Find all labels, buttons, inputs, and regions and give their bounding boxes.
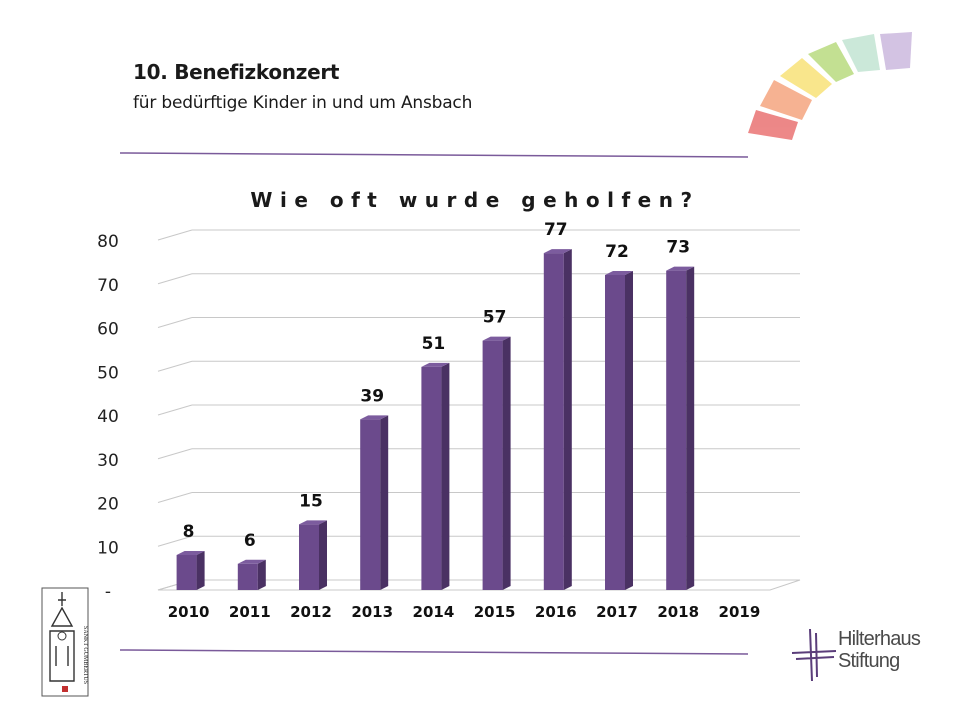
gridline-depth <box>157 448 193 460</box>
bar <box>543 253 564 590</box>
x-tick-label: 2019 <box>719 603 761 621</box>
bar-side <box>257 559 266 590</box>
data-label: 15 <box>299 491 323 511</box>
bar-top <box>482 336 511 341</box>
x-tick-label: 2017 <box>596 603 638 621</box>
gridline-depth <box>157 360 193 372</box>
logo-line-1: Hilterhaus <box>838 628 921 650</box>
data-label: 57 <box>483 308 507 328</box>
y-tick-label: 40 <box>97 407 119 427</box>
bar-side <box>686 266 695 590</box>
x-tick-label: 2011 <box>229 603 271 621</box>
bar <box>360 419 381 590</box>
bar-top <box>360 415 389 420</box>
data-label: 72 <box>605 242 629 262</box>
y-tick-label: - <box>105 582 111 602</box>
y-tick-label: 50 <box>97 363 119 383</box>
rainbow-decoration <box>748 32 912 140</box>
bar-side <box>563 249 572 590</box>
data-label: 77 <box>544 220 568 240</box>
gridline-depth <box>157 229 193 241</box>
data-label: 8 <box>183 522 195 542</box>
y-tick-label: 70 <box>97 276 119 296</box>
y-tick-label: 20 <box>97 495 119 515</box>
x-tick-label: 2013 <box>351 603 393 621</box>
bar-top <box>237 559 266 564</box>
stamp-text: SANKT GUMBERTUS <box>82 626 88 684</box>
hilterhaus-logo-text: Hilterhaus Stiftung <box>838 628 921 672</box>
x-tick-label: 2012 <box>290 603 332 621</box>
gridline-depth <box>157 492 193 503</box>
bar-top <box>543 249 572 254</box>
bar <box>666 270 687 590</box>
x-tick-label: 2014 <box>413 603 455 621</box>
gridline-depth <box>157 273 193 285</box>
bar-side <box>380 415 389 590</box>
bar-side <box>441 362 450 590</box>
data-label: 39 <box>360 386 384 406</box>
y-tick-label: 80 <box>97 232 119 252</box>
page-title: 10. Benefizkonzert <box>133 60 340 84</box>
bar-side <box>625 271 633 590</box>
bar-side <box>502 336 511 590</box>
bar-side <box>196 551 205 590</box>
x-tick-label: 2010 <box>168 603 210 621</box>
gridline-depth <box>157 535 193 547</box>
bar-top <box>666 266 695 271</box>
bar-top <box>421 362 450 367</box>
bar <box>605 275 625 590</box>
x-tick-label: 2015 <box>474 603 516 621</box>
y-tick-label: 60 <box>97 320 119 340</box>
gridline-depth <box>157 317 193 328</box>
data-label: 73 <box>666 238 690 258</box>
x-tick-label: 2018 <box>657 603 699 621</box>
bar <box>421 366 442 590</box>
sankt-gumbertus-stamp-icon: SANKT GUMBERTUS <box>41 587 89 697</box>
bar-top <box>176 551 205 555</box>
logo-line-2: Stiftung <box>838 650 900 672</box>
bar <box>176 555 197 590</box>
page-subtitle: für bedürftige Kinder in und um Ansbach <box>133 93 473 113</box>
y-tick-label: 10 <box>97 538 119 558</box>
x-tick-label: 2016 <box>535 603 577 621</box>
chart-title: Wie oft wurde geholfen? <box>250 188 700 212</box>
gridline-depth <box>157 404 193 416</box>
data-label: 6 <box>244 531 256 551</box>
bar <box>482 340 503 590</box>
data-label: 51 <box>422 334 446 354</box>
bar-top <box>299 520 327 525</box>
bar-side <box>319 520 327 590</box>
bar <box>299 524 319 590</box>
bar <box>237 563 258 590</box>
y-tick-label: 30 <box>97 451 119 471</box>
hilterhaus-logo-icon <box>791 628 837 682</box>
bar-top <box>605 271 633 275</box>
